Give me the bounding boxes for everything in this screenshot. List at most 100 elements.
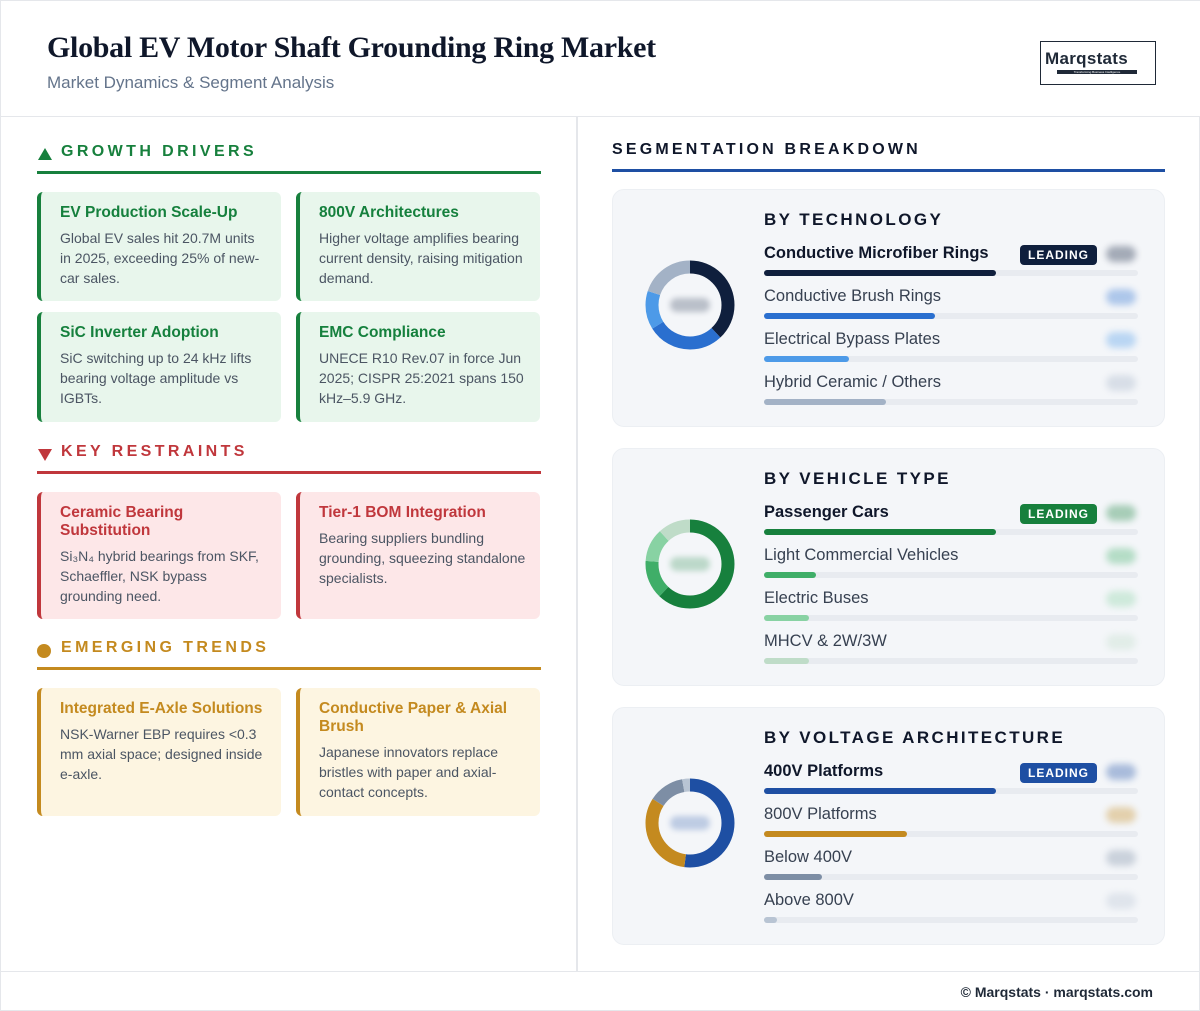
segment-bar-track (764, 313, 1138, 319)
card-body: UNECE R10 Rev.07 in force Jun 2025; CISP… (319, 350, 524, 406)
segment-value (1106, 591, 1136, 607)
driver-card: EMC Compliance UNECE R10 Rev.07 in force… (296, 312, 540, 422)
donut-center-value (670, 816, 710, 830)
donut-slice (645, 260, 735, 350)
logo-tagline: Transforming Business Intelligence (1057, 70, 1137, 74)
restraint-card: Ceramic Bearing Substitution Si₃N₄ hybri… (37, 492, 281, 619)
donut-slice (645, 778, 735, 868)
segment-row: Light Commercial Vehicles (764, 546, 1138, 586)
segment-label: Conductive Brush Rings (764, 287, 942, 305)
section-title: KEY RESTRAINTS (61, 443, 248, 460)
segment-value (1106, 375, 1136, 391)
segment-label: Light Commercial Vehicles (764, 546, 959, 564)
donut-slice (645, 260, 735, 350)
segment-bar-track (764, 615, 1138, 621)
section-rule (37, 667, 541, 670)
section-title: GROWTH DRIVERS (61, 143, 258, 160)
donut-center-value (670, 557, 710, 571)
segment-row: Conductive Microfiber Rings LEADING (764, 244, 1138, 284)
header: Global EV Motor Shaft Grounding Ring Mar… (1, 1, 1200, 117)
segmentation-rule (612, 169, 1165, 172)
segment-row: Above 800V (764, 891, 1138, 931)
footer-rule (1, 971, 1200, 972)
footer-credit: © Marqstats · marqstats.com (960, 984, 1153, 1000)
column-divider (576, 117, 578, 971)
segment-value (1106, 893, 1136, 909)
card-title: Integrated E-Axle Solutions (60, 700, 263, 717)
donut-center-value (670, 298, 710, 312)
segment-bar-track (764, 788, 1138, 794)
segment-bar (764, 615, 809, 621)
segment-value (1106, 289, 1136, 305)
marqstats-logo: Marqstats Transforming Business Intellig… (1040, 41, 1156, 85)
card-body: SiC switching up to 24 kHz lifts bearing… (60, 350, 252, 406)
card-body: Japanese innovators replace bristles wit… (319, 744, 499, 800)
section-key-restraints: KEY RESTRAINTS (37, 443, 541, 475)
segment-panel-technology: BY TECHNOLOGY Conductive Microfiber Rings… (612, 189, 1165, 427)
segment-value (1106, 634, 1136, 650)
section-emerging-trends: EMERGING TRENDS (37, 639, 541, 671)
segment-row: Passenger Cars LEADING (764, 503, 1138, 543)
segment-bar-track (764, 356, 1138, 362)
segment-value (1106, 548, 1136, 564)
segment-row: 400V Platforms LEADING (764, 762, 1138, 802)
segment-label: Below 400V (764, 848, 853, 866)
segment-panel-voltage: BY VOLTAGE ARCHITECTURE 400V Platforms LEA… (612, 707, 1165, 945)
segment-bar-track (764, 658, 1138, 664)
card-title: EV Production Scale-Up (60, 204, 238, 221)
leading-badge: LEADING (1020, 763, 1097, 783)
section-rule (37, 471, 541, 474)
segment-value (1106, 807, 1136, 823)
segment-bar (764, 313, 935, 319)
trend-card: Integrated E-Axle Solutions NSK-Warner E… (37, 688, 281, 816)
segment-label: Electric Buses (764, 589, 869, 607)
card-title: 800V Architectures (319, 204, 459, 221)
segment-bar-track (764, 831, 1138, 837)
triangle-up-icon (38, 148, 52, 160)
segment-label: 800V Platforms (764, 805, 877, 823)
driver-card: SiC Inverter Adoption SiC switching up t… (37, 312, 281, 422)
page-title: Global EV Motor Shaft Grounding Ring Mar… (47, 31, 656, 64)
card-body: NSK-Warner EBP requires <0.3 mm axial sp… (60, 726, 263, 782)
segment-label: Electrical Bypass Plates (764, 330, 941, 348)
driver-card: EV Production Scale-Up Global EV sales h… (37, 192, 281, 301)
card-title: Conductive Paper & Axial Brush (319, 700, 508, 735)
segment-row: Conductive Brush Rings (764, 287, 1138, 327)
segment-label: Hybrid Ceramic / Others (764, 373, 941, 391)
restraint-card: Tier-1 BOM Integration Bearing suppliers… (296, 492, 540, 619)
segment-label: 400V Platforms (764, 762, 884, 780)
donut-slice (645, 519, 735, 609)
segment-bar (764, 399, 887, 405)
segment-value (1106, 505, 1136, 521)
logo-wordmark: Marqstats (1045, 49, 1129, 68)
segment-bar (764, 788, 996, 794)
segment-bar-track (764, 917, 1138, 923)
segmentation-title: SEGMENTATION BREAKDOWN (612, 141, 921, 158)
circle-icon (37, 644, 51, 658)
donut-chart (645, 778, 735, 868)
segment-value (1106, 850, 1136, 866)
segment-label: Passenger Cars (764, 503, 889, 521)
trend-card: Conductive Paper & Axial Brush Japanese … (296, 688, 540, 816)
segment-value (1106, 764, 1136, 780)
segment-bar (764, 658, 809, 664)
segment-row: 800V Platforms (764, 805, 1138, 845)
segment-panel-vehicle-type: BY VEHICLE TYPE Passenger Cars LEADING Ligh… (612, 448, 1165, 686)
card-title: EMC Compliance (319, 324, 446, 341)
segment-label: Above 800V (764, 891, 854, 909)
segment-bar-track (764, 270, 1138, 276)
card-body: Si₃N₄ hybrid bearings from SKF, Schaeffl… (60, 548, 259, 604)
panel-title: BY VEHICLE TYPE (764, 469, 951, 488)
donut-chart (645, 260, 735, 350)
donut-slice (645, 260, 735, 350)
segment-bar (764, 874, 822, 880)
section-growth-drivers: GROWTH DRIVERS (37, 143, 541, 175)
segment-row: Hybrid Ceramic / Others (764, 373, 1138, 413)
segment-value (1106, 332, 1136, 348)
panel-title: BY TECHNOLOGY (764, 210, 944, 229)
donut-slice (645, 519, 735, 609)
section-rule (37, 171, 541, 174)
card-title: SiC Inverter Adoption (60, 324, 219, 341)
segment-row: MHCV & 2W/3W (764, 632, 1138, 672)
